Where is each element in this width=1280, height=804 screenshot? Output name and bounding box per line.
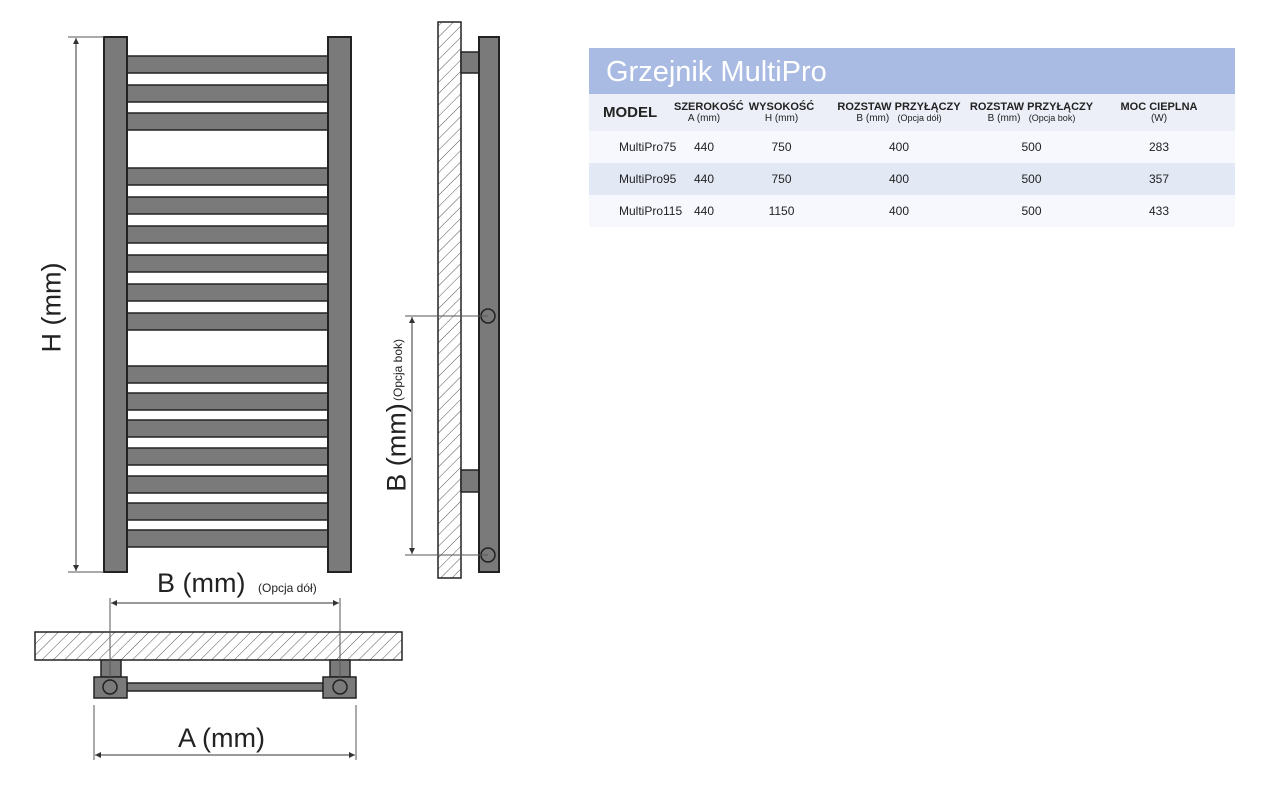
radiator-crossbar [126, 112, 329, 131]
bottom-option-label: (Opcja dół) [258, 581, 317, 595]
bottom-view [34, 598, 403, 760]
header-power: MOC CIEPLNA (W) [1120, 101, 1198, 124]
radiator-crossbar [126, 529, 329, 548]
radiator-crossbar [126, 254, 329, 273]
cell-h: 750 [771, 172, 792, 186]
spec-table: Grzejnik MultiPro MODEL SZEROKOŚĆ A (mm) … [589, 48, 1235, 227]
cell-b-side: 500 [1021, 204, 1042, 218]
width-label: A (mm) [178, 723, 265, 753]
header-model: MODEL [603, 104, 658, 121]
radiator-bars [126, 55, 329, 548]
wall-side [437, 21, 462, 579]
cell-a: 440 [693, 204, 715, 218]
radiator-crossbar [126, 365, 329, 384]
cell-power: 433 [1148, 204, 1170, 218]
side-rail [478, 36, 500, 573]
radiator-crossbar [126, 419, 329, 438]
cell-b-bottom: 400 [888, 140, 910, 154]
radiator-crossbar [126, 283, 329, 302]
table-title: Grzejnik MultiPro [589, 48, 1235, 94]
cell-h: 1150 [768, 204, 795, 218]
side-spacing-label: B (mm) [381, 403, 412, 492]
bottom-spacing-label: B (mm) [157, 568, 246, 598]
radiator-crossbar [126, 312, 329, 331]
header-spacing-bottom: ROZSTAW PRZYŁĄCZY B (mm) (Opcja dół) [837, 101, 961, 124]
side-option-label: (Opcja bok) [391, 338, 405, 402]
cell-b-bottom: 400 [888, 204, 910, 218]
header-height: WYSOKOŚĆ H (mm) [748, 101, 815, 124]
left-rail [103, 36, 128, 573]
radiator-crossbar [126, 392, 329, 411]
front-view [68, 36, 352, 573]
height-label: H (mm) [36, 262, 67, 353]
cell-model: MultiPro95 [619, 172, 677, 186]
radiator-crossbar [126, 475, 329, 494]
cell-model: MultiPro75 [619, 140, 677, 154]
table-row: MultiPro115 440 1150 400 500 433 [589, 195, 1235, 227]
wall-bottom [34, 631, 403, 661]
header-width: SZEROKOŚĆ A (mm) [674, 101, 744, 124]
table-header: MODEL SZEROKOŚĆ A (mm) WYSOKOŚĆ H (mm) ROZ… [589, 94, 1235, 131]
cell-power: 283 [1148, 140, 1170, 154]
header-spacing-side: ROZSTAW PRZYŁĄCZY B (mm) (Opcja bok) [969, 101, 1094, 124]
cell-a: 440 [693, 140, 715, 154]
side-view [405, 21, 500, 579]
table-row: MultiPro95 440 750 400 500 357 [589, 163, 1235, 195]
radiator-crossbar [126, 196, 329, 215]
cell-h: 750 [771, 140, 792, 154]
cell-power: 357 [1148, 172, 1170, 186]
radiator-crossbar [126, 502, 329, 521]
radiator-crossbar [126, 225, 329, 244]
cell-model: MultiPro115 [619, 204, 683, 218]
cell-b-bottom: 400 [888, 172, 910, 186]
radiator-crossbar [126, 447, 329, 466]
cell-a: 440 [693, 172, 715, 186]
radiator-crossbar [126, 167, 329, 186]
cell-b-side: 500 [1021, 172, 1042, 186]
radiator-crossbar [126, 84, 329, 103]
right-rail [327, 36, 352, 573]
cell-b-side: 500 [1021, 140, 1042, 154]
radiator-crossbar [126, 55, 329, 74]
table-row: MultiPro75 440 750 400 500 283 [589, 131, 1235, 163]
